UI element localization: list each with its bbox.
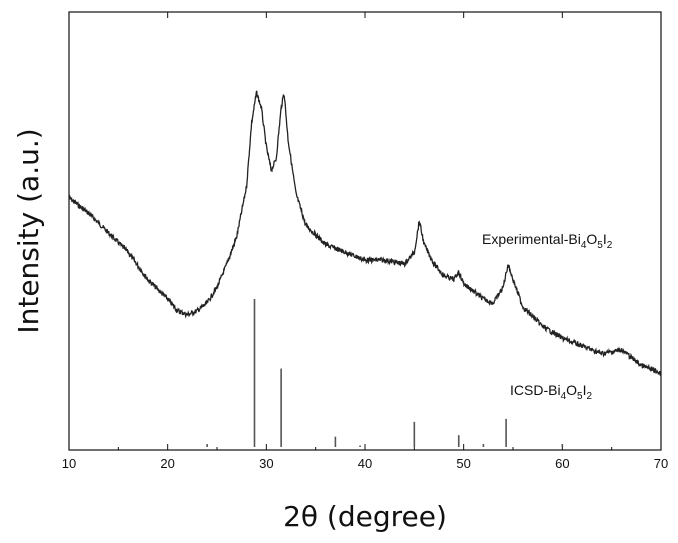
- x-tick-label: 70: [654, 456, 668, 471]
- exp-label-o: O: [586, 231, 597, 247]
- icsd-label-i: I: [583, 382, 587, 398]
- icsd-series-label: ICSD-Bi4O5I2: [510, 382, 592, 402]
- x-tick-label: 20: [160, 456, 174, 471]
- x-axis-title: 2θ (degree): [283, 500, 447, 533]
- exp-label-sub-1: 4: [581, 240, 587, 251]
- icsd-label-sub-2: 5: [577, 391, 583, 402]
- y-axis-title: Intensity (a.u.): [12, 128, 45, 333]
- experimental-series-label: Experimental-Bi4O5I2: [482, 231, 613, 251]
- exp-label-sub-2: 5: [597, 240, 603, 251]
- exp-label-i: I: [603, 231, 607, 247]
- x-tick-label: 30: [259, 456, 273, 471]
- icsd-label-base: ICSD-Bi: [510, 382, 561, 398]
- icsd-reference-pattern: [206, 299, 564, 447]
- x-tick-label: 10: [62, 456, 76, 471]
- icsd-label-sub-1: 4: [561, 391, 567, 402]
- x-ticks: [68, 12, 662, 450]
- x-tick-labels: 10 20 30 40 50 60 70: [62, 456, 668, 471]
- exp-label-sub-3: 2: [607, 240, 613, 251]
- x-tick-label: 60: [555, 456, 569, 471]
- exp-label-base: Experimental-Bi: [482, 231, 581, 247]
- icsd-label-o: O: [566, 382, 577, 398]
- icsd-label-sub-3: 2: [586, 391, 592, 402]
- x-tick-label: 40: [358, 456, 372, 471]
- experimental-pattern-line: [68, 90, 662, 377]
- x-tick-label: 50: [456, 456, 470, 471]
